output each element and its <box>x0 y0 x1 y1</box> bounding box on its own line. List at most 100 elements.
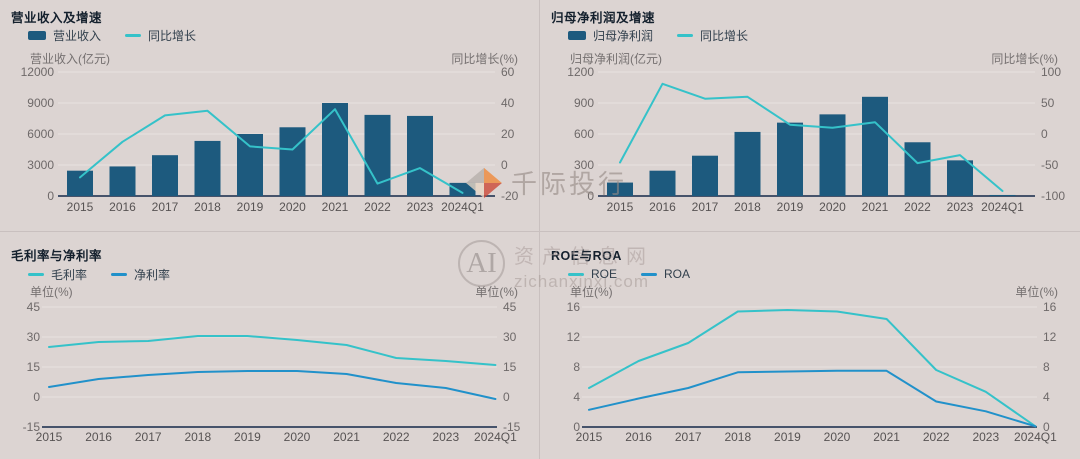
svg-text:2024Q1: 2024Q1 <box>1014 430 1057 444</box>
svg-text:0: 0 <box>1041 127 1048 141</box>
line-swatch-icon <box>568 272 584 276</box>
legend-label: ROA <box>664 267 691 281</box>
svg-text:900: 900 <box>574 96 594 110</box>
svg-text:1200: 1200 <box>567 65 594 79</box>
svg-text:20: 20 <box>501 127 515 141</box>
left-axis-label: 营业收入(亿元) <box>30 52 110 66</box>
plot-area: 0 3000 6000 9000 12000 -20 0 20 40 60 2015 2016 2017… <box>21 65 519 214</box>
legend-item-同比增长[interactable]: 同比增长 <box>677 27 748 44</box>
svg-text:15: 15 <box>27 360 41 374</box>
line-swatch-icon <box>677 33 694 37</box>
chart-panel-margins: 毛利率与净利率 毛利率 净利率 单位(%) 单位(%) -15 0 15 30 45 -15… <box>0 231 540 459</box>
legend-item-ROA[interactable]: ROA <box>641 267 690 281</box>
svg-text:30: 30 <box>503 330 517 344</box>
legend: 归母净利润 同比增长 <box>568 27 748 44</box>
svg-text:2023: 2023 <box>432 430 459 444</box>
legend-item-营业收入[interactable]: 营业收入 <box>28 27 101 44</box>
svg-text:4: 4 <box>1043 390 1050 404</box>
chart-panel-revenue: 营业收入及增速 营业收入 同比增长 营业收入(亿元) 同比增长(%) 0 3000 6… <box>0 0 540 231</box>
svg-text:2023: 2023 <box>407 200 434 214</box>
svg-text:2024Q1: 2024Q1 <box>441 200 484 214</box>
legend-item-毛利率[interactable]: 毛利率 <box>28 266 87 283</box>
line-swatch-icon <box>28 272 44 276</box>
svg-text:2020: 2020 <box>279 200 306 214</box>
legend-label: 净利率 <box>134 267 171 282</box>
svg-text:2018: 2018 <box>734 200 761 214</box>
svg-text:2017: 2017 <box>152 200 179 214</box>
legend-item-归母净利润[interactable]: 归母净利润 <box>568 27 653 44</box>
svg-text:40: 40 <box>501 96 515 110</box>
svg-text:2018: 2018 <box>194 200 221 214</box>
svg-text:100: 100 <box>1041 65 1061 79</box>
svg-text:2018: 2018 <box>184 430 211 444</box>
svg-text:2022: 2022 <box>383 430 410 444</box>
svg-text:600: 600 <box>574 127 594 141</box>
svg-text:0: 0 <box>33 390 40 404</box>
svg-text:2018: 2018 <box>724 430 751 444</box>
legend-label: 同比增长 <box>700 28 749 43</box>
svg-text:2016: 2016 <box>649 200 676 214</box>
svg-text:15: 15 <box>503 360 517 374</box>
svg-text:45: 45 <box>503 300 517 314</box>
svg-text:2020: 2020 <box>824 430 851 444</box>
svg-text:2015: 2015 <box>576 430 603 444</box>
svg-text:2019: 2019 <box>777 200 804 214</box>
svg-text:2024Q1: 2024Q1 <box>981 200 1024 214</box>
chart-title: ROE与ROA <box>551 249 622 263</box>
svg-text:12: 12 <box>1043 330 1057 344</box>
line-swatch-icon <box>125 33 142 37</box>
svg-text:0: 0 <box>1043 420 1050 434</box>
svg-text:-100: -100 <box>1041 189 1065 203</box>
bar-swatch-icon <box>568 30 586 40</box>
legend-item-净利率[interactable]: 净利率 <box>111 266 170 283</box>
svg-text:2021: 2021 <box>322 200 349 214</box>
svg-text:2023: 2023 <box>972 430 999 444</box>
svg-text:300: 300 <box>574 158 594 172</box>
svg-text:0: 0 <box>573 420 580 434</box>
svg-text:-15: -15 <box>503 420 521 434</box>
svg-text:8: 8 <box>1043 360 1050 374</box>
right-axis-label: 同比增长(%) <box>451 52 518 66</box>
line-swatch-icon <box>641 272 658 276</box>
svg-text:0: 0 <box>47 189 54 203</box>
svg-text:2021: 2021 <box>873 430 900 444</box>
plot-area: -15 0 15 30 45 -15 0 15 30 45 2015 2016 2017 2018 2019… <box>23 300 521 444</box>
chart-panel-net-profit: 归母净利润及增速 归母净利润 同比增长 归母净利润(亿元) 同比增长(%) 0 30… <box>540 0 1080 231</box>
left-axis-label: 单位(%) <box>570 285 613 299</box>
svg-text:2016: 2016 <box>109 200 136 214</box>
svg-text:2015: 2015 <box>36 430 63 444</box>
chart-title: 营业收入及增速 <box>11 11 103 25</box>
plot-area: 0 300 600 900 1200 -100 -50 0 50 100 2015 2016 2017 2… <box>567 65 1065 214</box>
legend-item-同比增长[interactable]: 同比增长 <box>125 27 196 44</box>
svg-text:0: 0 <box>503 390 510 404</box>
svg-text:2015: 2015 <box>607 200 634 214</box>
svg-text:0: 0 <box>501 158 508 172</box>
legend-item-ROE[interactable]: ROE <box>568 267 617 281</box>
legend: 毛利率 净利率 <box>28 266 170 283</box>
svg-text:12: 12 <box>567 330 581 344</box>
svg-text:12000: 12000 <box>21 65 55 79</box>
svg-text:2020: 2020 <box>819 200 846 214</box>
svg-text:-50: -50 <box>1041 158 1059 172</box>
svg-text:60: 60 <box>501 65 515 79</box>
legend-label: ROE <box>591 267 618 281</box>
chart-title: 毛利率与净利率 <box>11 249 103 263</box>
right-axis-label: 单位(%) <box>1015 285 1058 299</box>
svg-text:9000: 9000 <box>27 96 54 110</box>
plot-area: 0 4 8 12 16 0 4 8 12 16 2015 2016 2017 2018 2019 2020 20… <box>567 300 1057 444</box>
svg-text:2015: 2015 <box>67 200 94 214</box>
svg-text:4: 4 <box>573 390 580 404</box>
svg-text:3000: 3000 <box>27 158 54 172</box>
line-swatch-icon <box>111 272 128 276</box>
svg-text:2017: 2017 <box>135 430 162 444</box>
bar-swatch-icon <box>28 30 46 40</box>
svg-text:0: 0 <box>587 189 594 203</box>
legend-label: 归母净利润 <box>593 28 654 43</box>
svg-text:-15: -15 <box>23 420 41 434</box>
svg-text:2019: 2019 <box>237 200 264 214</box>
svg-text:2017: 2017 <box>692 200 719 214</box>
svg-text:45: 45 <box>27 300 41 314</box>
svg-text:2024Q1: 2024Q1 <box>474 430 517 444</box>
svg-text:8: 8 <box>573 360 580 374</box>
